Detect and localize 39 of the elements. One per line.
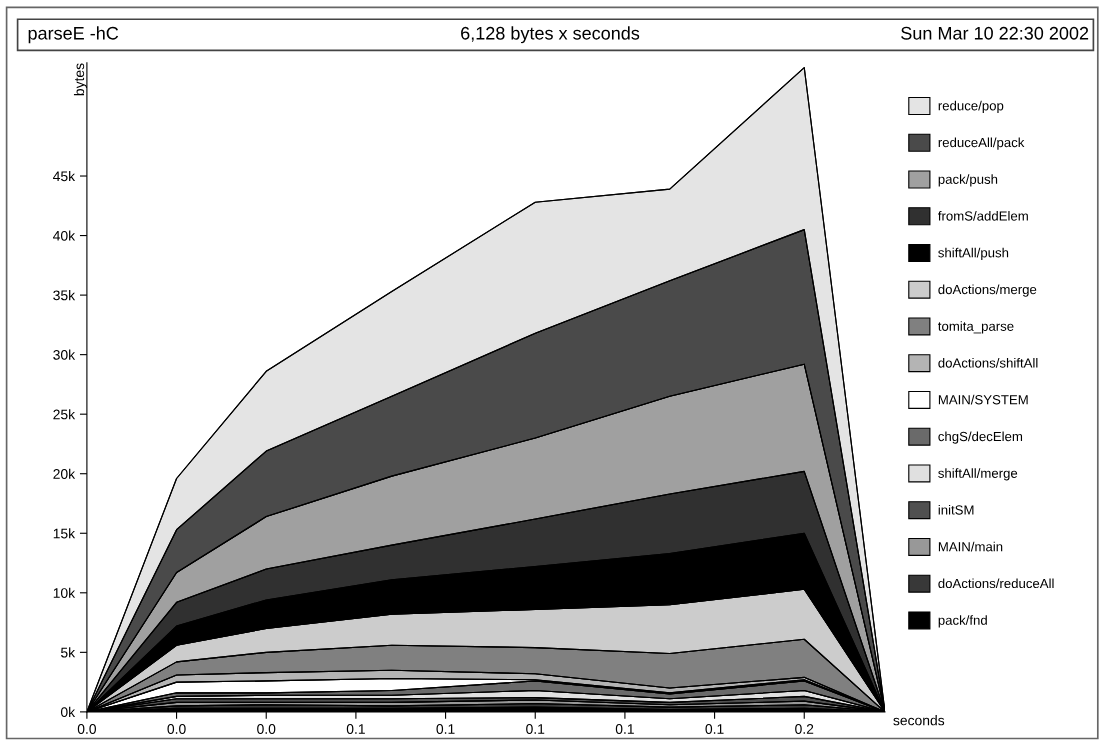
legend-label: MAIN/main xyxy=(938,541,1003,552)
chart-title: parseE -hC xyxy=(28,26,119,44)
y-tick-label: 35k xyxy=(53,290,76,301)
y-tick-label: 5k xyxy=(60,647,76,658)
y-tick-label: 15k xyxy=(53,528,76,539)
y-tick-label: 10k xyxy=(53,587,76,598)
y-tick-label: 25k xyxy=(53,409,76,420)
y-tick-label: 45k xyxy=(53,170,76,182)
legend-label: doActions/merge xyxy=(938,284,1037,297)
x-tick-label: 0.1 xyxy=(615,724,634,734)
chart-subtitle: 6,128 bytes x seconds xyxy=(461,26,640,44)
legend-label: MAIN/SYSTEM xyxy=(938,394,1028,405)
y-tick-label: 40k xyxy=(53,230,76,241)
y-tick-label: 20k xyxy=(53,468,76,479)
legend-label: pack/push xyxy=(938,174,998,187)
legend-label: reduce/pop xyxy=(938,100,1004,114)
x-tick-label: 0.0 xyxy=(77,724,97,734)
x-tick-label: 0.2 xyxy=(795,724,814,734)
y-tick-label: 0k xyxy=(60,706,76,718)
y-axis-title: bytes xyxy=(73,63,87,96)
x-tick-label: 0.0 xyxy=(167,724,186,734)
x-tick-label: 0.0 xyxy=(257,724,276,734)
legend-label: chgS/decElem xyxy=(938,431,1023,444)
legend-label: fromS/addElem xyxy=(938,210,1028,221)
x-axis-title: seconds xyxy=(893,715,945,726)
x-tick-label: 0.1 xyxy=(346,724,365,734)
legend-label: initSM xyxy=(938,504,974,515)
legend-label: pack/fnd xyxy=(938,615,987,628)
legend-label: doActions/shiftAll xyxy=(938,357,1038,368)
y-tick-label: 30k xyxy=(53,349,76,360)
x-tick-label: 0.1 xyxy=(526,724,545,734)
text: Sun Mar 10 22:30 2002 xyxy=(901,26,1089,40)
x-tick-label: 0.1 xyxy=(705,724,724,734)
legend-label: tomita_parse xyxy=(938,321,1014,334)
x-tick-label: 0.1 xyxy=(436,724,455,734)
legend-label: doActions/reduceAll xyxy=(938,578,1054,589)
legend-label: shiftAll/push xyxy=(938,247,1009,261)
legend-label: shiftAll/merge xyxy=(938,468,1018,481)
legend-label: reduceAll/pack xyxy=(938,137,1025,150)
